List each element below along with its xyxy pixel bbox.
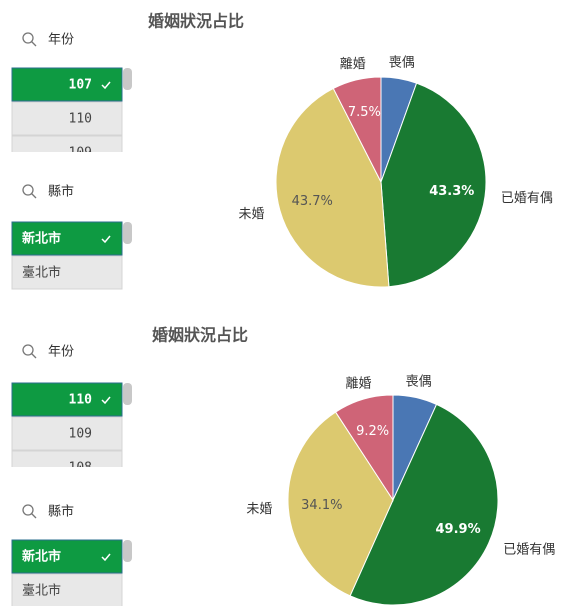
scrollbar	[123, 68, 132, 90]
category-label: 離婚	[340, 57, 366, 72]
search-icon	[22, 344, 34, 356]
data-label: 49.9%	[436, 522, 481, 537]
search-icon	[22, 32, 34, 44]
list-item[interactable]	[11, 135, 123, 169]
search-icon	[31, 353, 37, 359]
data-label: 34.1%	[301, 498, 342, 513]
search-icon	[22, 184, 34, 196]
pie-slice	[334, 394, 394, 502]
listbox: 107 110 109	[11, 67, 132, 169]
list-item[interactable]	[11, 101, 123, 136]
chart-title: 婚姻狀況占比	[152, 326, 248, 345]
category-label: 喪偶	[389, 55, 415, 70]
category-label: 喪偶	[406, 374, 432, 389]
filter-label: 縣市	[48, 184, 74, 200]
pie-slice	[349, 403, 499, 606]
list-item[interactable]	[11, 539, 123, 574]
category-label: 已婚有偶	[501, 191, 553, 206]
data-label: 43.7%	[292, 194, 333, 209]
scrollbar	[123, 540, 132, 562]
list-item-label: 109	[69, 146, 92, 161]
data-label: 9.2%	[356, 424, 389, 439]
list-item-label: 110	[69, 112, 92, 127]
list-item[interactable]	[11, 416, 123, 451]
list-item[interactable]	[11, 255, 123, 290]
list-item[interactable]	[11, 382, 123, 417]
list-item[interactable]	[11, 450, 123, 484]
filter-label: 縣市	[48, 504, 74, 520]
pie-slice	[287, 411, 394, 597]
list-item-label: 臺北市	[22, 583, 61, 599]
check-icon	[101, 396, 111, 405]
filter-label: 年份	[48, 33, 74, 48]
search-icon	[31, 513, 37, 519]
pie-slice	[332, 76, 382, 183]
check-icon	[101, 553, 111, 562]
list-item[interactable]	[11, 221, 123, 256]
check-icon	[101, 81, 111, 90]
list-item-label: 107	[69, 78, 92, 93]
list-item-label: 新北市	[22, 231, 61, 247]
pie-slice	[380, 82, 487, 288]
check-icon	[101, 235, 111, 244]
pie-slice	[275, 87, 390, 288]
list-item[interactable]	[11, 573, 123, 606]
data-label: 43.3%	[429, 184, 474, 199]
chart-title: 婚姻狀況占比	[148, 12, 244, 31]
list-item[interactable]	[11, 67, 123, 102]
listbox: 110 109 108	[11, 382, 132, 484]
list-item-label: 109	[69, 427, 92, 442]
scrollbar	[123, 222, 132, 244]
data-label: 7.5%	[348, 105, 381, 120]
search-icon	[31, 193, 37, 199]
filter-label: 年份	[48, 345, 74, 360]
category-label: 已婚有偶	[503, 542, 555, 557]
category-label: 未婚	[238, 207, 264, 222]
list-item-label: 新北市	[22, 549, 61, 565]
list-item-label: 臺北市	[22, 265, 61, 281]
search-icon	[31, 41, 37, 47]
category-label: 未婚	[246, 502, 272, 517]
list-item-label: 108	[69, 461, 92, 476]
scrollbar	[123, 383, 132, 405]
category-label: 離婚	[346, 377, 372, 392]
list-item-label: 110	[69, 393, 93, 408]
search-icon	[22, 504, 34, 516]
